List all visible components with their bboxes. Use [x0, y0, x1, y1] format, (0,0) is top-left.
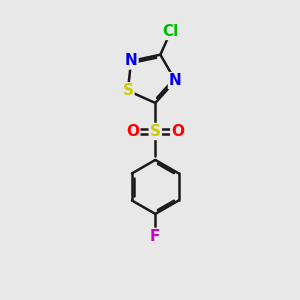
Text: N: N [169, 73, 182, 88]
Text: S: S [150, 124, 161, 139]
Text: S: S [122, 83, 134, 98]
Text: Cl: Cl [163, 24, 179, 39]
Text: O: O [126, 124, 139, 139]
Text: O: O [171, 124, 184, 139]
Text: F: F [150, 229, 160, 244]
Text: N: N [125, 53, 137, 68]
